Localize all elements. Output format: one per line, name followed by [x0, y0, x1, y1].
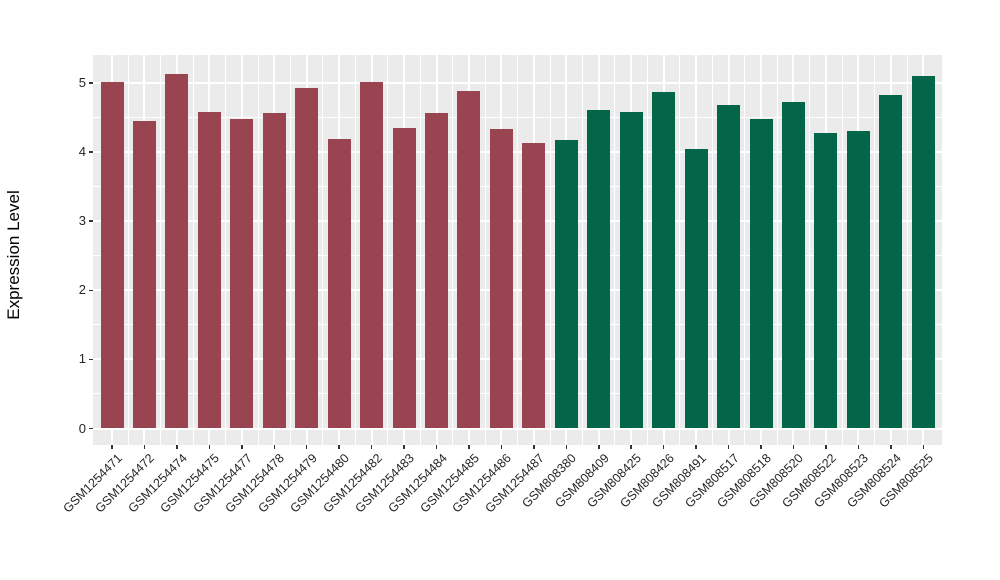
y-tick [89, 220, 93, 222]
x-tick [435, 445, 438, 449]
x-tick [111, 445, 113, 449]
x-tick [662, 445, 665, 449]
plot-panel [93, 55, 942, 445]
gridline-minor-v [289, 55, 291, 445]
x-tick [695, 445, 697, 449]
bar [295, 87, 319, 429]
y-tick-label: 1 [78, 351, 86, 367]
gridline-minor-v [776, 55, 778, 445]
gridline-minor-v [387, 55, 389, 445]
gridline-minor-v [484, 55, 486, 445]
bar [197, 112, 221, 429]
x-tick [533, 445, 535, 449]
bar [879, 94, 903, 429]
gridline-minor-v [549, 55, 551, 445]
x-tick [630, 445, 632, 449]
x-tick [727, 445, 730, 449]
gridline-minor-v [127, 55, 129, 445]
bar [781, 102, 805, 429]
bar [457, 91, 481, 429]
bar [717, 105, 741, 429]
y-tick-label: 5 [78, 75, 86, 90]
gridline-minor-v [874, 55, 876, 445]
bar [165, 74, 189, 429]
bar [749, 118, 773, 429]
bar [489, 129, 513, 429]
gridline-minor-v [160, 55, 162, 445]
x-tick [825, 445, 827, 449]
bar [814, 132, 838, 429]
bar [522, 143, 546, 429]
y-tick [89, 358, 93, 361]
y-tick [89, 151, 93, 153]
y-tick [89, 289, 93, 292]
gridline-minor-v [257, 55, 259, 445]
x-tick [208, 445, 211, 449]
bar [425, 112, 448, 429]
x-tick [273, 445, 275, 449]
x-tick [370, 445, 373, 449]
y-axis-title: Expression Level [4, 190, 23, 320]
bar [262, 112, 286, 429]
x-tick [176, 445, 178, 449]
bar [911, 76, 935, 429]
x-tick [305, 445, 308, 449]
gridline-minor-v [322, 55, 324, 445]
bar [587, 109, 611, 429]
gridline-minor-v [679, 55, 681, 445]
gridline-minor-v [582, 55, 584, 445]
x-tick [792, 445, 795, 449]
bar [327, 138, 351, 429]
bar [132, 121, 156, 429]
gridline-minor-v [192, 55, 194, 445]
y-tick-label: 4 [78, 144, 86, 160]
x-tick [922, 445, 924, 449]
x-tick [598, 445, 600, 449]
gridline-minor-v [452, 55, 454, 445]
y-tick [89, 82, 93, 84]
x-tick [760, 445, 762, 449]
gridline-minor-v [744, 55, 746, 445]
x-tick [241, 445, 243, 449]
gridline-minor-v [419, 55, 421, 445]
x-tick [403, 445, 405, 449]
bar [360, 82, 384, 429]
x-tick [468, 445, 470, 449]
bar [230, 118, 254, 429]
x-tick [500, 445, 503, 449]
x-tick [857, 445, 860, 449]
x-tick [338, 445, 340, 449]
gridline-minor-v [711, 55, 713, 445]
x-tick [890, 445, 892, 449]
gridline-minor-v [841, 55, 843, 445]
bar [554, 140, 578, 429]
bar [684, 148, 708, 429]
gridline-minor-v [906, 55, 908, 445]
gridline-minor-v [354, 55, 356, 445]
y-tick [89, 427, 93, 430]
bar [846, 131, 870, 429]
gridline-minor-v [614, 55, 616, 445]
x-tick [143, 445, 146, 449]
gridline-minor-v [517, 55, 519, 445]
y-tick-label: 3 [78, 213, 86, 229]
y-tick-label: 0 [78, 420, 86, 436]
gridline-minor-v [225, 55, 227, 445]
bar [100, 82, 124, 429]
bar [392, 127, 416, 429]
bar [652, 91, 676, 429]
y-tick-label: 2 [78, 282, 86, 298]
x-tick [565, 445, 568, 449]
gridline-minor-v [809, 55, 811, 445]
bar [619, 112, 643, 429]
gridline-minor-v [646, 55, 648, 445]
